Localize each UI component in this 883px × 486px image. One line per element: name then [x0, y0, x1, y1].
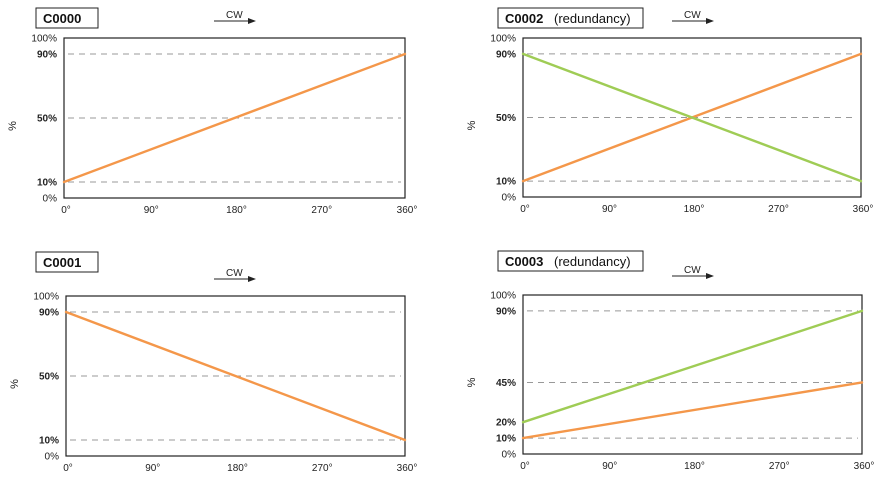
y-tick-label: 50% — [39, 372, 59, 383]
y-axis-label: % — [7, 121, 19, 131]
series-line-0 — [62, 52, 407, 184]
x-tick-label: 0° — [61, 205, 71, 216]
y-tick-label: 10% — [496, 177, 516, 188]
chart-panel-1: C0001 CW 0% 10% 50% 90% 100% 0° 90° 180° 270° 360°% — [9, 251, 418, 474]
y-tick-label: 90% — [496, 306, 516, 317]
x-tick-label: 270° — [311, 205, 332, 216]
chart-title-box — [35, 251, 99, 273]
chart-title: C0001 — [43, 255, 81, 270]
x-tick-label: 0° — [63, 463, 73, 474]
series-line-0 — [521, 381, 864, 440]
chart-title: C0002 — [505, 11, 543, 26]
x-tick-label: 270° — [769, 461, 790, 472]
chart-title-box — [497, 250, 644, 272]
x-tick-label: 360° — [397, 463, 418, 474]
direction-arrow-icon — [706, 18, 714, 24]
x-tick-label: 90° — [602, 461, 617, 472]
y-tick-label: 10% — [39, 436, 59, 447]
x-tick-label: 360° — [397, 205, 418, 216]
chart-title-box — [497, 7, 644, 29]
x-tick-label: 90° — [602, 204, 617, 215]
direction-label: CW — [684, 265, 701, 276]
chart-panel-2: C0002 (redundancy) CW 0% 10% 50% 90% 100% 0° 90° 1… — [466, 7, 874, 215]
y-axis-label: % — [466, 120, 478, 130]
y-tick-label: 0% — [502, 450, 517, 461]
y-tick-label: 100% — [490, 34, 516, 45]
direction-arrow-icon — [248, 18, 256, 24]
x-tick-label: 270° — [312, 463, 333, 474]
y-tick-label: 20% — [496, 418, 516, 429]
plot-frame — [63, 37, 406, 199]
direction-label: CW — [226, 268, 243, 279]
chart-subtitle: (redundancy) — [554, 254, 631, 269]
y-tick-label: 100% — [31, 34, 57, 45]
chart-panel-0: C0000 CW 0% 10% 50% 90% 100% 0° 90° 180° 270° 360°% — [7, 7, 418, 216]
series-line-0 — [64, 310, 407, 442]
direction-label: CW — [226, 10, 243, 21]
y-tick-label: 50% — [496, 113, 516, 124]
chart-subtitle: (redundancy) — [554, 11, 631, 26]
x-tick-label: 360° — [854, 461, 875, 472]
y-tick-label: 0% — [502, 193, 517, 204]
y-tick-label: 0% — [45, 452, 60, 463]
x-tick-label: 180° — [227, 463, 248, 474]
y-tick-label: 0% — [43, 194, 58, 205]
series-line-1 — [521, 309, 864, 424]
x-tick-label: 180° — [226, 205, 247, 216]
chart-panel-3: C0003 (redundancy) CW 0% 10% 20% 45% 90% 100% 0° 9… — [466, 250, 875, 472]
y-tick-label: 100% — [33, 292, 59, 303]
x-tick-label: 0° — [520, 461, 530, 472]
series-line-1 — [521, 52, 863, 183]
plot-frame — [522, 294, 863, 455]
y-tick-label: 90% — [496, 49, 516, 60]
y-tick-label: 50% — [37, 114, 57, 125]
y-tick-label: 90% — [37, 50, 57, 61]
y-tick-label: 100% — [490, 291, 516, 302]
y-axis-label: % — [466, 377, 478, 387]
x-tick-label: 0° — [520, 204, 530, 215]
direction-arrow-icon — [248, 276, 256, 282]
y-tick-label: 10% — [37, 178, 57, 189]
y-tick-label: 10% — [496, 434, 516, 445]
chart-title: C0000 — [43, 11, 81, 26]
x-tick-label: 90° — [145, 463, 160, 474]
x-tick-label: 270° — [768, 204, 789, 215]
chart-title-box — [35, 7, 99, 29]
x-tick-label: 180° — [684, 461, 705, 472]
direction-arrow-icon — [706, 273, 714, 279]
y-tick-label: 90% — [39, 308, 59, 319]
x-tick-label: 360° — [853, 204, 874, 215]
plot-frame — [65, 295, 406, 457]
direction-label: CW — [684, 10, 701, 21]
y-axis-label: % — [9, 379, 21, 389]
x-tick-label: 90° — [144, 205, 159, 216]
x-tick-label: 180° — [684, 204, 705, 215]
y-tick-label: 45% — [496, 378, 516, 389]
plot-frame — [522, 37, 862, 198]
chart-title: C0003 — [505, 254, 543, 269]
